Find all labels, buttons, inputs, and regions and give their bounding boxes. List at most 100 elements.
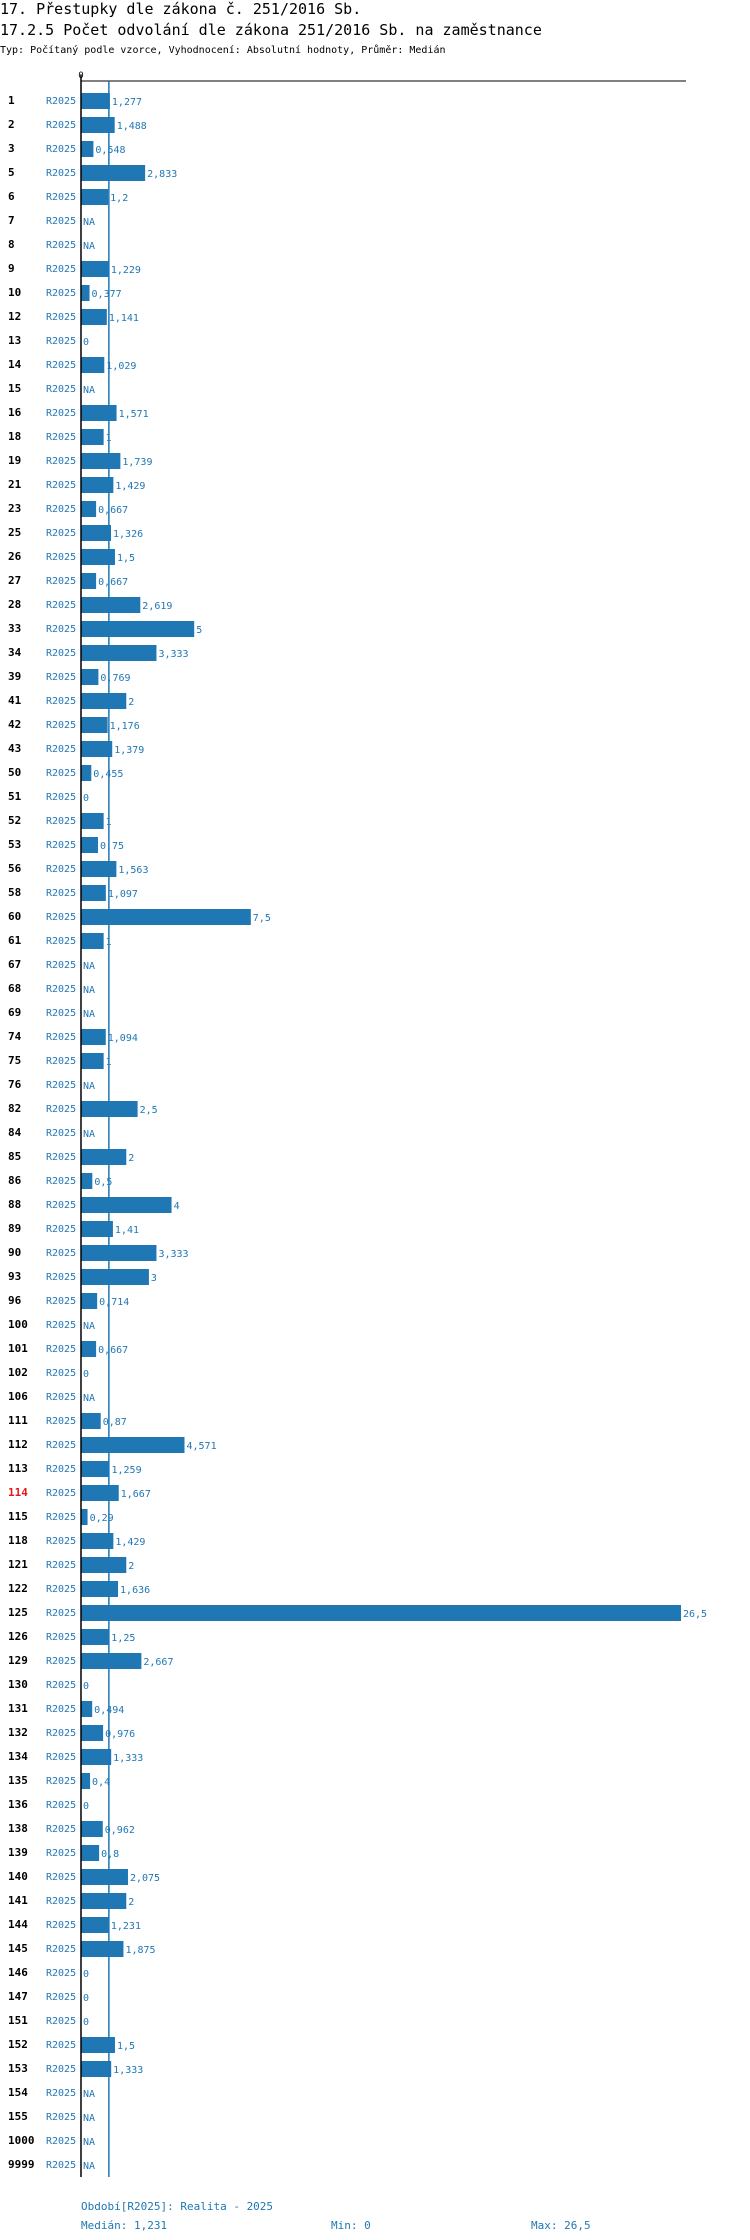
- category-label-115: 115: [8, 1510, 28, 1523]
- period-label-88: R2025: [46, 1200, 76, 1211]
- period-label-114: R2025: [46, 1488, 76, 1499]
- period-label-23: R2025: [46, 504, 76, 515]
- category-label-67: 67: [8, 958, 21, 971]
- value-label-19: 1,739: [122, 457, 152, 468]
- bar-26: [81, 549, 115, 565]
- value-label-145: 1,875: [125, 1945, 155, 1956]
- category-label-113: 113: [8, 1462, 28, 1475]
- value-label-113: 1,259: [112, 1465, 142, 1476]
- period-label-153: R2025: [46, 2064, 76, 2075]
- value-label-106: NA: [83, 1393, 95, 1404]
- bar-60: [81, 909, 251, 925]
- period-label-130: R2025: [46, 1680, 76, 1691]
- footer-median: Medián: 1,231: [81, 2219, 168, 2232]
- category-label-41: 41: [8, 694, 22, 707]
- category-label-151: 151: [8, 2014, 28, 2027]
- period-label-121: R2025: [46, 1560, 76, 1571]
- category-label-118: 118: [8, 1534, 28, 1547]
- value-label-5: 2,833: [147, 169, 177, 180]
- period-label-61: R2025: [46, 936, 76, 947]
- value-label-23: 0,667: [98, 505, 128, 516]
- category-label-86: 86: [8, 1174, 22, 1187]
- period-label-27: R2025: [46, 576, 76, 587]
- footer-min: Min: 0: [331, 2219, 371, 2232]
- period-label-112: R2025: [46, 1440, 76, 1451]
- footer-max: Max: 26,5: [531, 2219, 591, 2232]
- category-label-140: 140: [8, 1870, 28, 1883]
- value-label-138: 0,962: [105, 1825, 135, 1836]
- category-label-111: 111: [8, 1414, 28, 1427]
- period-label-3: R2025: [46, 144, 76, 155]
- bar-101: [81, 1341, 97, 1357]
- period-label-144: R2025: [46, 1920, 76, 1931]
- category-label-74: 74: [8, 1030, 22, 1043]
- category-label-5: 5: [8, 166, 15, 179]
- bar-89: [81, 1221, 113, 1237]
- bar-139: [81, 1845, 100, 1861]
- period-label-5: R2025: [46, 168, 76, 179]
- value-label-21: 1,429: [115, 481, 145, 492]
- category-label-21: 21: [8, 478, 22, 491]
- bar-16: [81, 405, 117, 421]
- bar-129: [81, 1653, 142, 1669]
- period-label-90: R2025: [46, 1248, 76, 1259]
- category-label-147: 147: [8, 1990, 28, 2003]
- bar-25: [81, 525, 112, 541]
- category-label-90: 90: [8, 1246, 21, 1259]
- value-label-136: 0: [83, 1801, 89, 1812]
- category-label-23: 23: [8, 502, 21, 515]
- category-label-1: 1: [8, 94, 15, 107]
- value-label-122: 1,636: [120, 1585, 150, 1596]
- value-label-102: 0: [83, 1369, 89, 1380]
- value-label-7: NA: [83, 217, 95, 228]
- category-label-7: 7: [8, 214, 15, 227]
- category-label-84: 84: [8, 1126, 22, 1139]
- bar-58: [81, 885, 106, 901]
- period-label-100: R2025: [46, 1320, 76, 1331]
- bar-5: [81, 165, 146, 181]
- category-label-138: 138: [8, 1822, 28, 1835]
- category-label-126: 126: [8, 1630, 28, 1643]
- bar-34: [81, 645, 157, 661]
- bar-52: [81, 813, 104, 829]
- category-label-33: 33: [8, 622, 21, 635]
- period-label-154: R2025: [46, 2088, 76, 2099]
- period-label-131: R2025: [46, 1704, 76, 1715]
- value-label-84: NA: [83, 1129, 95, 1140]
- value-label-15: NA: [83, 385, 95, 396]
- period-label-86: R2025: [46, 1176, 76, 1187]
- bar-61: [81, 933, 104, 949]
- bar-3: [81, 141, 94, 157]
- category-label-101: 101: [8, 1342, 28, 1355]
- value-label-53: 0,75: [100, 841, 124, 852]
- category-label-26: 26: [8, 550, 22, 563]
- category-label-125: 125: [8, 1606, 28, 1619]
- bar-132: [81, 1725, 104, 1741]
- period-label-85: R2025: [46, 1152, 76, 1163]
- value-label-12: 1,141: [109, 313, 139, 324]
- bar-144: [81, 1917, 109, 1933]
- value-label-33: 5: [196, 625, 202, 636]
- category-label-15: 15: [8, 382, 21, 395]
- bar-145: [81, 1941, 124, 1957]
- period-label-102: R2025: [46, 1368, 76, 1379]
- period-label-16: R2025: [46, 408, 76, 419]
- value-label-10: 0,377: [92, 289, 122, 300]
- period-label-75: R2025: [46, 1056, 76, 1067]
- period-label-7: R2025: [46, 216, 76, 227]
- category-label-154: 154: [8, 2086, 28, 2099]
- bar-114: [81, 1485, 119, 1501]
- category-label-88: 88: [8, 1198, 21, 1211]
- period-label-13: R2025: [46, 336, 76, 347]
- bar-2: [81, 117, 115, 133]
- value-label-101: 0,667: [98, 1345, 128, 1356]
- category-label-42: 42: [8, 718, 21, 731]
- category-label-129: 129: [8, 1654, 28, 1667]
- period-label-135: R2025: [46, 1776, 76, 1787]
- period-label-125: R2025: [46, 1608, 76, 1619]
- value-label-88: 4: [174, 1201, 180, 1212]
- value-label-43: 1,379: [114, 745, 144, 756]
- value-label-115: 0,29: [90, 1513, 114, 1524]
- category-label-25: 25: [8, 526, 21, 539]
- value-label-147: 0: [83, 1993, 89, 2004]
